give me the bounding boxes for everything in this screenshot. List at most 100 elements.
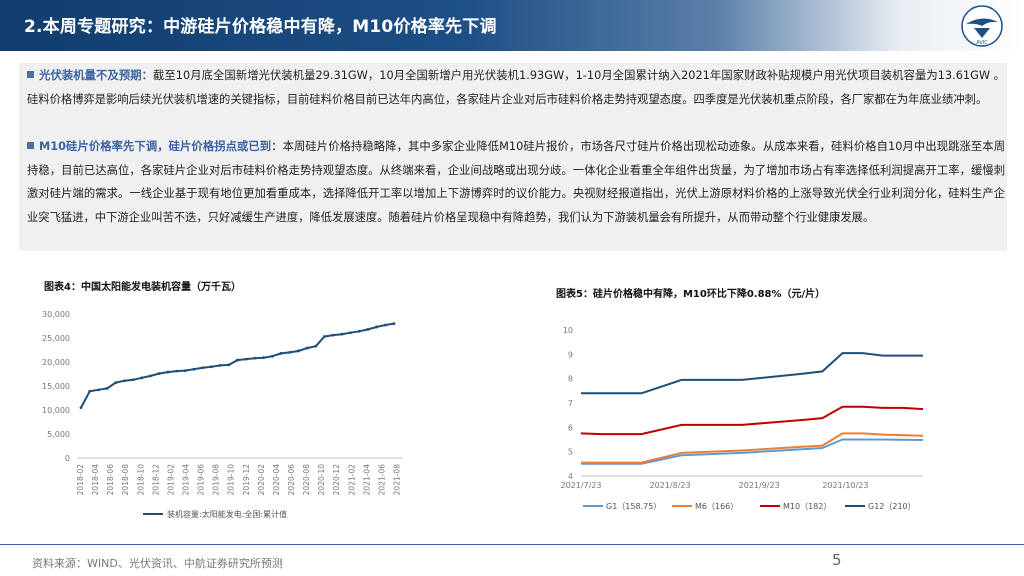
chart4-data-point	[183, 369, 187, 373]
chart4-title: 图表4：中国太阳能发电装机容量（万千瓦）	[44, 282, 241, 293]
logo-label: AVIC	[976, 40, 988, 46]
chart4-x-tick-label: 2021-08	[392, 464, 401, 496]
chart4-x-tick-label: 2020-08	[302, 464, 311, 496]
chart4-data-point	[349, 331, 352, 335]
chart4-data-point	[123, 379, 126, 383]
chart4-series-line	[80, 322, 395, 409]
chart4-data-point	[210, 365, 213, 369]
chart5-y-tick-label: 8	[568, 375, 573, 384]
chart4-solar-capacity: 0 5,000 10,000 15,000 20,000 25,000 30,000 2018…	[42, 310, 402, 519]
chart4-data-point	[279, 351, 283, 355]
chart4-legend-label: 装机容量:太阳能发电:全国:累计值	[167, 509, 287, 519]
chart4-x-tick-label: 2018-06	[106, 464, 115, 496]
chart4-x-tick-label: 2020-06	[287, 464, 296, 496]
chart4-x-tick-label: 2020-10	[317, 464, 326, 496]
chart4-x-tick-label: 2018-10	[136, 464, 145, 496]
chart5-series-line	[581, 352, 923, 395]
chart4-x-tick-label: 2021-06	[377, 464, 386, 496]
paragraph-1-body: 截至10月底全国新增光伏装机量29.31GW，10月全国新增户用光伏装机1.93…	[27, 69, 1005, 106]
chart4-data-point	[340, 332, 344, 336]
chart5-series-line	[581, 438, 924, 465]
chart5-y-tick-label: 7	[568, 399, 573, 408]
chart4-x-tick-label: 2020-04	[272, 464, 281, 496]
chart5-x-tick-label: 2021/9/23	[739, 481, 780, 490]
chart4-y-tick-label: 5,000	[47, 430, 70, 439]
chart4-y-tick-label: 0	[65, 454, 70, 463]
chart5-x-tick-label: 2021/7/23	[560, 481, 601, 490]
chart4-data-point	[79, 406, 83, 409]
chart4-data-point	[131, 378, 135, 382]
chart4-data-point	[157, 372, 161, 375]
chart4-x-tick-label: 2018-08	[121, 464, 130, 496]
chart4-data-point	[227, 363, 231, 367]
avic-logo-icon: AVIC	[961, 5, 1003, 47]
chart5-legend-label: M10（182）	[783, 502, 831, 511]
chart4-x-tick-label: 2019-12	[242, 464, 251, 496]
chart4-x-tick-label: 2019-04	[181, 464, 190, 496]
summary-paragraph-2: M10硅片价格率先下调，硅片价格拐点或已到：本周硅片价格持稳略降，其中多家企业降…	[27, 135, 1005, 229]
chart4-data-point	[105, 387, 109, 390]
paragraph-2-body: 本周硅片价格持稳略降，其中多家企业降低M10硅片报价，市场各尺寸硅片价格出现松动…	[27, 140, 1005, 224]
chart4-data-point	[270, 354, 274, 358]
chart5-title: 图表5：硅片价格稳中有降，M10环比下降0.88%（元/片）	[556, 289, 826, 300]
chart4-data-point	[357, 329, 361, 333]
chart5-series-line	[581, 432, 924, 464]
chart4-x-tick-label: 2018-12	[151, 464, 160, 496]
chart4-data-point	[166, 370, 170, 374]
chart5-series-line	[580, 405, 924, 436]
chart4-data-point	[296, 349, 300, 353]
chart5-y-tick-label: 6	[568, 423, 573, 432]
chart4-data-point	[149, 374, 152, 378]
summary-paragraph-1: 光伏装机量不及预期：截至10月底全国新增光伏装机量29.31GW，10月全国新增…	[27, 64, 1005, 111]
chart4-data-point	[140, 376, 144, 380]
chart4-y-tick-label: 15,000	[42, 382, 70, 391]
chart4-data-point	[175, 369, 179, 373]
chart4-data-point	[201, 366, 205, 370]
paragraph-2-heading: M10硅片价格率先下调，硅片价格拐点或已到：	[39, 140, 283, 153]
chart5-wafer-prices: 4 5 6 7 8 9 10 2021/7/23 2021/8/23 2021/9/23 2021/…	[560, 326, 924, 511]
chart5-y-tick-label: 9	[568, 350, 573, 359]
chart4-data-point	[366, 327, 370, 331]
chart4-x-tick-label: 2018-04	[91, 464, 100, 496]
chart4-data-point	[288, 351, 292, 354]
chart4-data-point	[383, 323, 387, 327]
chart4-data-point	[331, 333, 335, 337]
chart4-x-tick-label: 2020-12	[332, 464, 341, 496]
bullet-square-icon	[27, 71, 34, 78]
paragraph-1-heading: 光伏装机量不及预期：	[39, 69, 153, 82]
chart4-data-point	[88, 389, 92, 393]
chart4-data-point	[218, 363, 222, 367]
chart4-data-point	[96, 388, 100, 392]
page-number: 5	[832, 551, 842, 569]
chart5-legend-label: G1（158.75）	[606, 502, 661, 511]
chart5-legend-label: M6（166）	[695, 502, 738, 511]
chart4-x-tick-label: 2020-02	[257, 464, 266, 496]
chart5-y-tick-label: 10	[563, 326, 573, 335]
chart4-data-point	[375, 325, 379, 329]
bullet-square-icon	[27, 142, 34, 149]
chart4-data-point	[192, 367, 196, 371]
title-bar: 2.本周专题研究：中游硅片价格稳中有降，M10价格率先下调 AVIC	[0, 0, 1024, 51]
chart4-data-point	[236, 358, 239, 362]
page-title: 2.本周专题研究：中游硅片价格稳中有降，M10价格率先下调	[24, 17, 497, 37]
chart4-x-tick-label: 2019-08	[212, 464, 221, 496]
chart4-data-point	[114, 381, 118, 385]
chart4-y-tick-label: 20,000	[42, 358, 70, 367]
chart4-x-tick-label: 2019-06	[197, 464, 206, 496]
chart4-data-point	[323, 335, 326, 338]
chart5-legend-label: G12（210）	[868, 502, 916, 511]
chart4-data-point	[305, 346, 309, 350]
chart4-data-point	[314, 344, 318, 348]
chart4-y-tick-label: 25,000	[42, 334, 70, 343]
chart4-x-tick-label: 2021-04	[362, 464, 371, 496]
chart4-data-point	[392, 322, 396, 325]
chart4-x-tick-label: 2019-02	[166, 464, 175, 496]
footer-divider	[0, 544, 1024, 545]
source-note: 资料来源：WIND、光伏资讯、中航证券研究所预测	[32, 557, 283, 570]
chart5-x-tick-label: 2021/8/23	[650, 481, 691, 490]
chart4-data-point	[244, 357, 248, 361]
chart4-y-tick-label: 30,000	[42, 310, 70, 319]
chart4-y-tick-label: 10,000	[42, 406, 70, 415]
chart4-data-point	[262, 356, 265, 360]
